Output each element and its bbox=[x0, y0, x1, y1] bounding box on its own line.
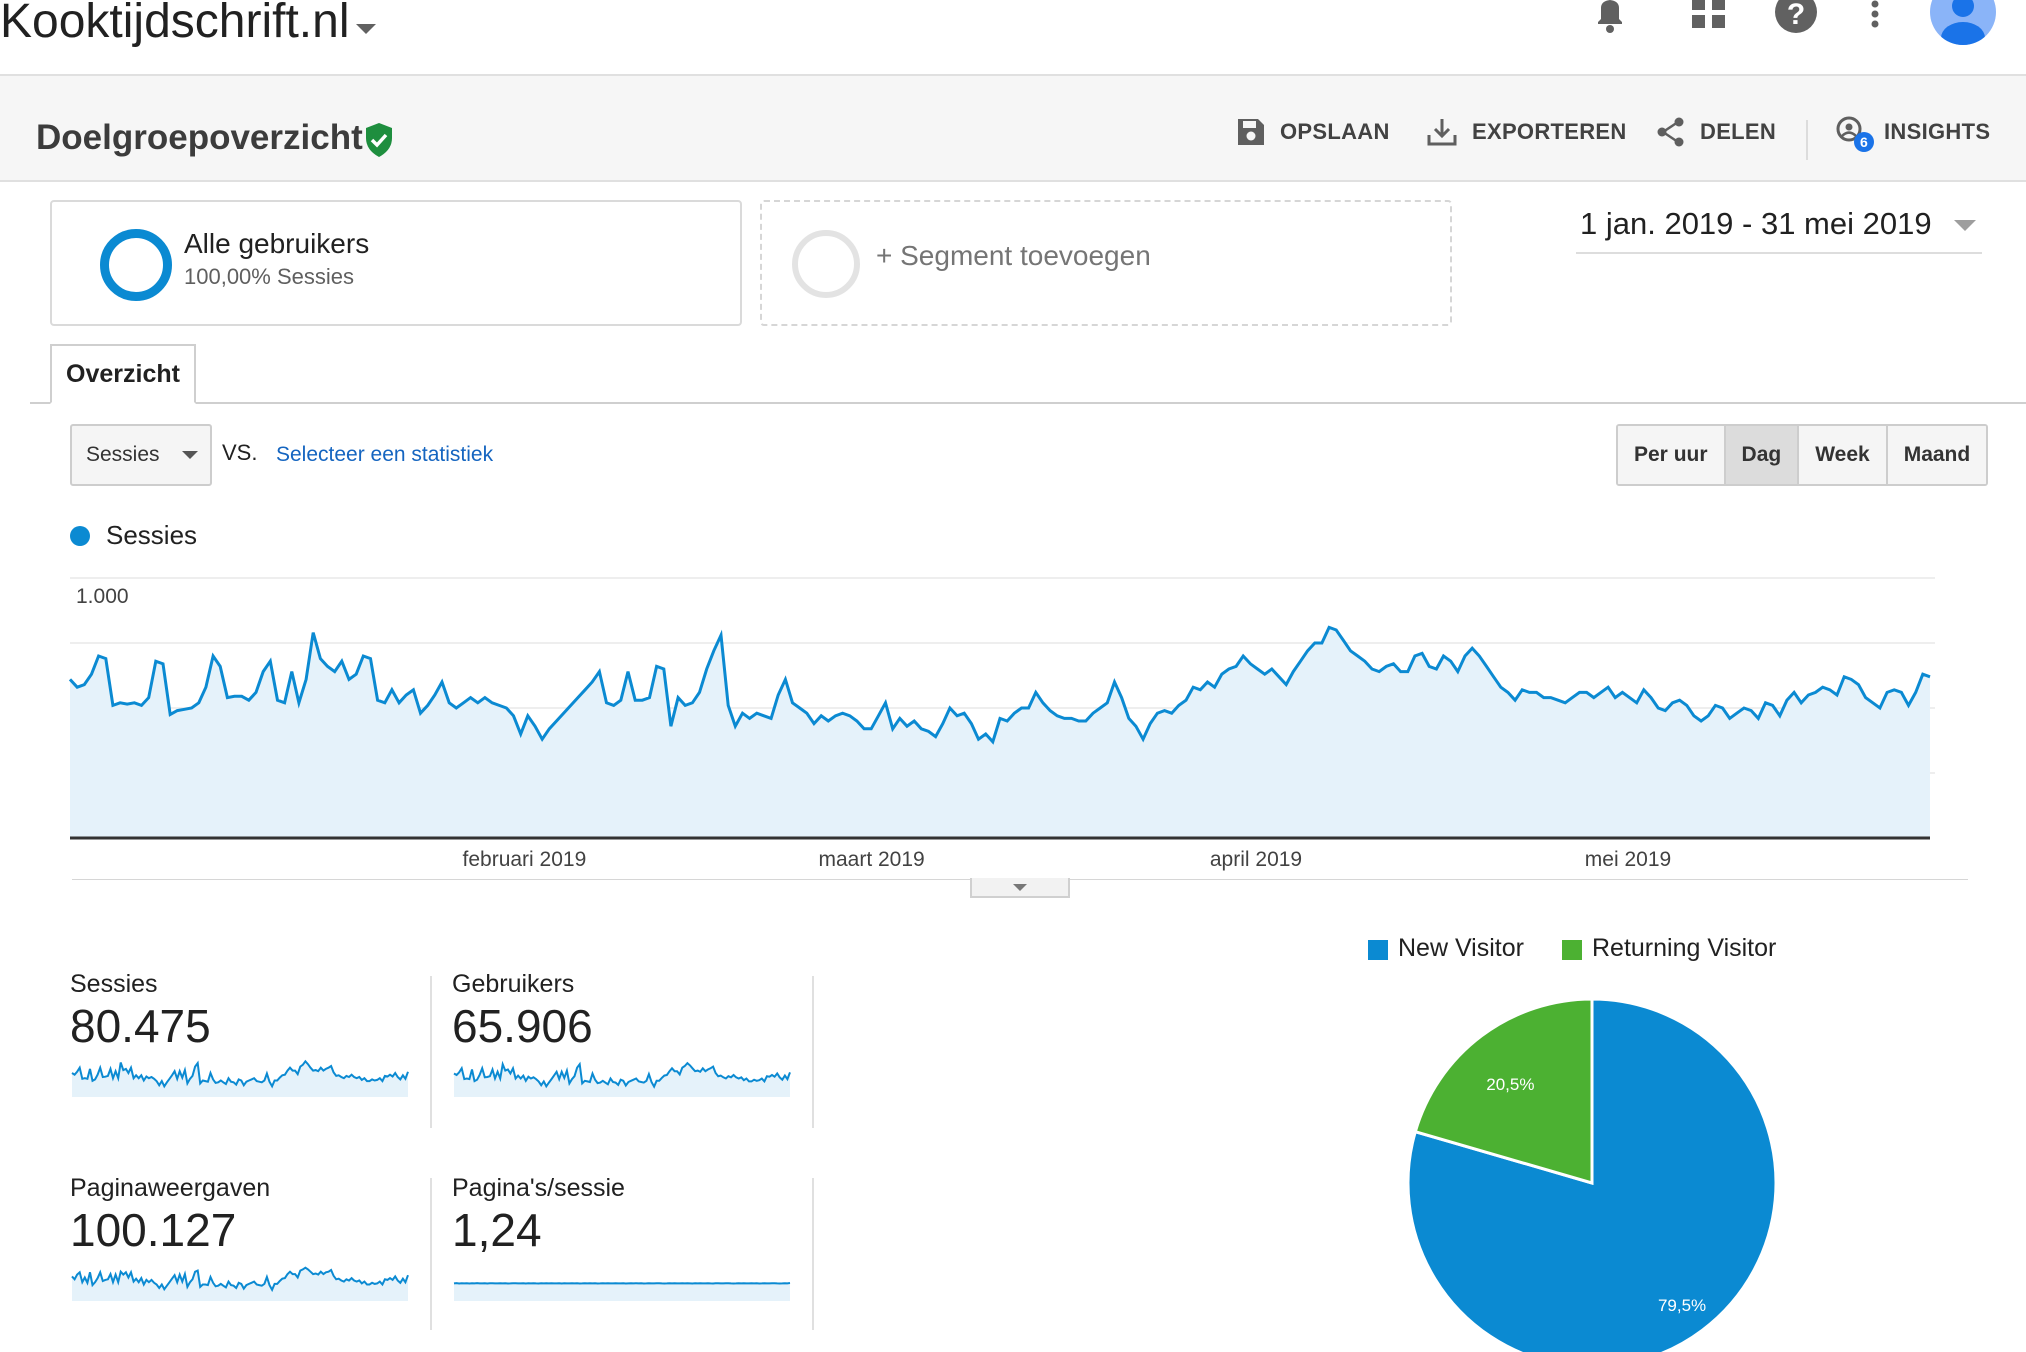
sparkline-paginaweergaven bbox=[71, 1266, 409, 1301]
visitor-type-pie-chart: 79,5% 20,5% bbox=[1406, 997, 1778, 1352]
date-range-underline bbox=[1576, 252, 1982, 254]
page-title-text: Doelgroepoverzicht bbox=[36, 118, 363, 157]
sessions-area-fill bbox=[70, 627, 1930, 838]
segment-title: Alle gebruikers bbox=[184, 228, 370, 259]
tab-overzicht[interactable]: Overzicht bbox=[50, 344, 196, 404]
chevron-down-icon[interactable] bbox=[1013, 884, 1027, 891]
chevron-down-icon[interactable] bbox=[1954, 220, 1976, 231]
account-selector[interactable]: Kooktijdschrift.nl bbox=[0, 0, 350, 48]
empty-segment-ring-icon bbox=[792, 230, 860, 298]
scorecard-label: Paginaweergaven bbox=[70, 1174, 271, 1202]
scorecard-label: Gebruikers bbox=[452, 970, 575, 998]
save-icon bbox=[1238, 119, 1264, 145]
legend-swatch-new-visitor bbox=[1368, 940, 1388, 960]
scorecard-divider bbox=[430, 976, 432, 1128]
scorecard-paginas-per-sessie: Pagina's/sessie 1,24 bbox=[452, 1174, 796, 1324]
select-statistic-link[interactable]: Selecteer een statistiek bbox=[276, 443, 494, 466]
vs-label: VS. bbox=[222, 440, 258, 465]
sessions-line bbox=[68, 625, 1931, 745]
scorecard-label: Pagina's/sessie bbox=[452, 1174, 625, 1202]
download-icon bbox=[1427, 119, 1457, 146]
insights-label: INSIGHTS bbox=[1884, 119, 1991, 144]
header-divider bbox=[1806, 120, 1808, 160]
x-tick-label: mei 2019 bbox=[1585, 848, 1671, 871]
share-button[interactable]: DELEN bbox=[1656, 112, 1776, 152]
pie-slice-returning-visitor bbox=[1413, 997, 1594, 1185]
segment-card-all-users[interactable] bbox=[50, 200, 742, 326]
bell-icon[interactable] bbox=[1592, 0, 1628, 34]
insights-icon bbox=[1836, 116, 1862, 142]
sparkline-sessies bbox=[71, 1059, 409, 1097]
sparkline-line bbox=[453, 1060, 791, 1089]
x-tick-label: maart 2019 bbox=[818, 848, 924, 871]
pie-slice-label: 20,5% bbox=[1486, 1075, 1534, 1094]
granularity-dag[interactable]: Dag bbox=[1725, 426, 1800, 484]
granularity-toggle: Per uur Dag Week Maand bbox=[1616, 424, 1989, 486]
scorecard-value: 65.906 bbox=[452, 1000, 593, 1052]
add-segment-label: + Segment toevoegen bbox=[876, 240, 1151, 271]
granularity-week[interactable]: Week bbox=[1799, 426, 1888, 484]
scorecard-label: Sessies bbox=[70, 970, 158, 998]
legend-swatch-returning-visitor bbox=[1562, 940, 1582, 960]
segment-subtitle: 100,00% Sessies bbox=[184, 264, 354, 289]
scorecard-sessies: Sessies 80.475 bbox=[70, 970, 414, 1120]
scorecard-value: 100.127 bbox=[70, 1204, 237, 1256]
help-icon[interactable]: ? bbox=[1774, 0, 1818, 34]
metric-select[interactable]: Sessies bbox=[70, 424, 212, 486]
export-label: EXPORTEREN bbox=[1472, 119, 1627, 144]
scorecard-gebruikers: Gebruikers 65.906 bbox=[452, 970, 796, 1120]
export-button[interactable]: EXPORTEREN bbox=[1426, 112, 1627, 152]
avatar[interactable] bbox=[1930, 0, 1996, 46]
sparkline-line bbox=[71, 1059, 409, 1089]
scorecard-paginaweergaven: Paginaweergaven 100.127 bbox=[70, 1174, 414, 1324]
granularity-maand[interactable]: Maand bbox=[1887, 426, 1987, 484]
save-button[interactable]: OPSLAAN bbox=[1236, 112, 1390, 152]
scorecard-divider bbox=[812, 1178, 814, 1330]
top-bar bbox=[0, 0, 2026, 76]
segment-ring-icon bbox=[100, 229, 172, 301]
granularity-per-uur[interactable]: Per uur bbox=[1618, 426, 1726, 484]
legend-label-returning-visitor: Returning Visitor bbox=[1592, 934, 1777, 962]
insights-icon-wrap: 6 bbox=[1834, 114, 1874, 152]
scorecard-value: 1,24 bbox=[452, 1204, 542, 1256]
chevron-down-icon[interactable] bbox=[356, 24, 376, 34]
y-tick-label: 1.000 bbox=[76, 585, 129, 608]
more-vert-icon[interactable] bbox=[1868, 0, 1882, 30]
legend-swatch-sessies bbox=[70, 526, 90, 546]
svg-text:?: ? bbox=[1787, 0, 1805, 31]
page-title: Doelgroepoverzicht bbox=[36, 118, 363, 158]
shield-check-icon bbox=[366, 123, 392, 157]
page-header bbox=[0, 76, 2026, 182]
scorecard-value: 80.475 bbox=[70, 1000, 211, 1052]
sparkline-area bbox=[454, 1283, 790, 1301]
sparkline-line bbox=[71, 1266, 409, 1293]
tabs-divider bbox=[30, 402, 2026, 404]
apps-grid-icon[interactable] bbox=[1692, 0, 1726, 30]
save-label: OPSLAAN bbox=[1280, 119, 1390, 144]
sparkline-paginas-per-sessie bbox=[453, 1282, 791, 1301]
scorecard-divider bbox=[812, 976, 814, 1128]
pie-slice-label: 79,5% bbox=[1658, 1296, 1706, 1315]
insights-button[interactable]: 6 INSIGHTS bbox=[1834, 112, 1990, 152]
add-segment-button[interactable] bbox=[760, 200, 1452, 326]
legend-label-sessies: Sessies bbox=[106, 520, 198, 550]
legend-label-new-visitor: New Visitor bbox=[1398, 934, 1524, 962]
x-tick-label: april 2019 bbox=[1210, 848, 1302, 871]
share-icon bbox=[1657, 117, 1684, 147]
sparkline-line bbox=[453, 1282, 791, 1285]
scorecard-divider bbox=[430, 1178, 432, 1330]
insights-badge: 6 bbox=[1854, 132, 1874, 152]
sparkline-gebruikers bbox=[453, 1060, 791, 1097]
share-label: DELEN bbox=[1700, 119, 1777, 144]
date-range-picker[interactable]: 1 jan. 2019 - 31 mei 2019 bbox=[1580, 206, 1932, 241]
chevron-down-icon bbox=[182, 451, 198, 459]
x-tick-label: februari 2019 bbox=[463, 848, 587, 871]
